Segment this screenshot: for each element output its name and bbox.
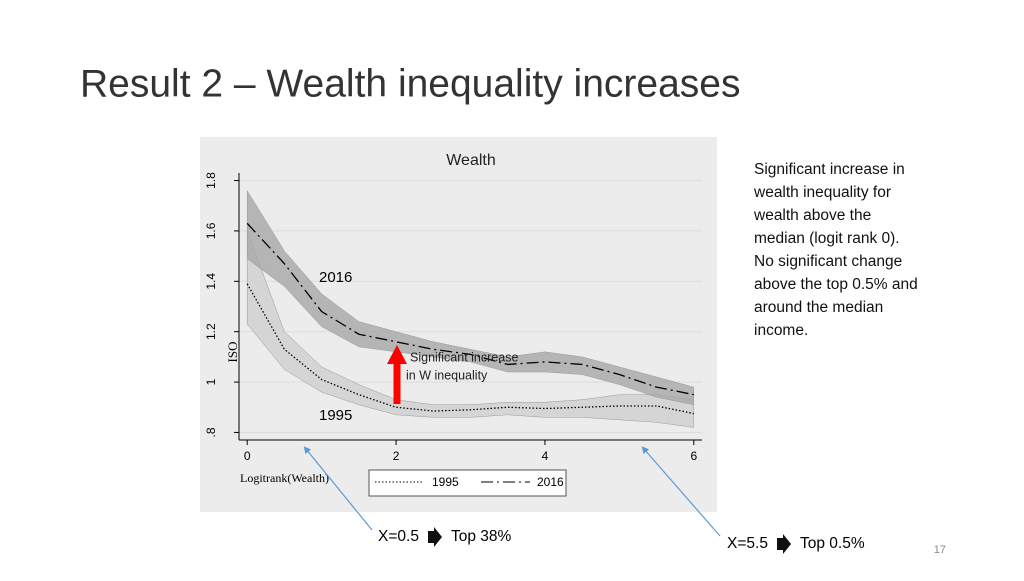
callout-arrow-icon	[428, 527, 442, 547]
annotation: Significant increase	[410, 350, 518, 364]
callout-arrow-icon	[777, 534, 791, 554]
note-line: above the top 0.5% and	[754, 276, 918, 293]
note: Significant increase in wealth inequalit…	[753, 161, 918, 339]
x-tick-label: 2	[393, 449, 400, 463]
y-tick-label: 1.8	[204, 172, 218, 189]
confidence-band	[246, 230, 695, 428]
y-tick-label: 1.4	[204, 273, 218, 290]
y-tick-label: 1.2	[204, 323, 218, 340]
confidence-band	[246, 189, 695, 406]
note-line: Significant increase in	[754, 161, 905, 178]
x-axis-label: Logitrank(Wealth)	[240, 471, 329, 485]
annotation: 2016	[319, 269, 352, 286]
note-line: median (logit rank 0).	[754, 230, 900, 247]
arrow-head	[387, 345, 407, 364]
note-line: income.	[754, 322, 808, 339]
plot: .8 1 1.2 1.4 1.6 1.8 0 2 4 6	[204, 172, 702, 463]
callout-line	[303, 446, 373, 531]
note-line: wealth inequality for	[753, 184, 891, 201]
page-number: 17	[934, 544, 946, 556]
y-tick-label: 1.6	[204, 222, 218, 239]
y-tick-label: 1	[204, 378, 218, 385]
note-line: wealth above the	[753, 207, 871, 224]
callout-top: Top 38%	[451, 528, 512, 545]
chart-background	[200, 137, 717, 512]
series-line	[246, 222, 694, 396]
callout-line	[641, 446, 721, 537]
series-line	[246, 283, 694, 415]
note-line: No significant change	[754, 253, 902, 270]
legend-label: 1995	[432, 475, 459, 489]
x-tick-label: 4	[542, 449, 549, 463]
x-tick-label: 6	[690, 449, 697, 463]
legend	[368, 469, 567, 497]
callout-x: X=5.5	[727, 535, 768, 552]
x-tick-label: 0	[244, 449, 251, 463]
annotation: in W inequality	[406, 368, 488, 382]
slide-title: Result 2 – Wealth inequality increases	[80, 62, 740, 105]
note-line: around the median	[754, 299, 883, 316]
legend-label: 2016	[537, 475, 564, 489]
y-axis-label: ISO	[225, 342, 240, 363]
callout-top: Top 0.5%	[800, 535, 865, 552]
annotation: 1995	[319, 407, 352, 424]
y-tick-label: .8	[204, 427, 218, 437]
chart-title: Wealth	[446, 152, 496, 169]
callout-x: X=0.5	[378, 528, 419, 545]
